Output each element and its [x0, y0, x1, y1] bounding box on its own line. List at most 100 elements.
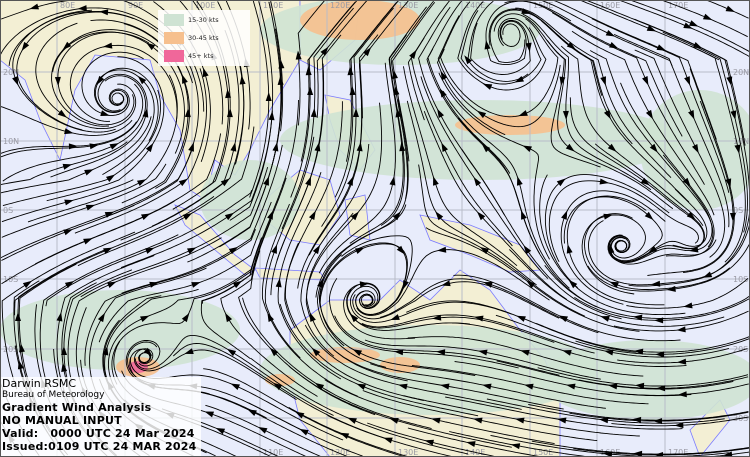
streamline-arrowhead [656, 385, 666, 392]
streamline-arrowhead [62, 163, 73, 170]
streamline-arrowhead [96, 75, 105, 85]
streamline-arrowhead [516, 176, 523, 186]
streamline-arrowhead [640, 177, 650, 186]
streamline-arrowhead [566, 383, 576, 390]
streamline-arrowhead [476, 211, 486, 221]
streamline-arrowhead [702, 271, 713, 278]
streamline-arrowhead [647, 245, 658, 254]
streamline-arrowhead [644, 211, 654, 221]
streamline-arrowhead [734, 144, 741, 154]
streamline-arrowhead [54, 76, 61, 86]
streamline-arrowhead [522, 145, 532, 152]
streamline-arrowhead [645, 109, 653, 120]
streamline-arrowhead [689, 246, 699, 253]
latitude-label: 0S [733, 206, 743, 215]
streamline-arrowhead [225, 312, 233, 323]
streamline-arrowhead [226, 108, 233, 118]
latitude-label: 20N [733, 68, 749, 77]
streamline-arrowhead [558, 315, 568, 322]
streamline-arrowhead [514, 76, 524, 83]
streamline-arrowhead [191, 282, 201, 288]
streamline-arrowhead [383, 437, 393, 444]
streamline-arrowhead [436, 349, 446, 356]
streamline-arrowhead [356, 383, 366, 390]
streamline-arrowhead [265, 91, 272, 101]
streamline-arrowhead [18, 343, 25, 353]
streamline-arrowhead [676, 326, 686, 333]
streamline-arrowhead [85, 204, 96, 211]
streamline-arrowhead [682, 177, 691, 187]
latitude-label: 20S [3, 345, 18, 354]
streamline-arrowhead [390, 314, 400, 320]
streamline-arrowhead [61, 362, 68, 372]
streamline-arrowhead [726, 76, 733, 86]
streamline-arrowhead [632, 416, 642, 423]
streamline [566, 195, 665, 306]
info-box: Darwin RSMC Bureau of Meteorology Gradie… [0, 377, 201, 457]
legend-item-30-45: 30-45 kts [164, 31, 219, 44]
streamline-arrowhead [145, 247, 155, 254]
streamline-arrowhead [398, 383, 408, 390]
streamline-arrowhead [432, 314, 442, 321]
issued-time: Issued:0109 UTC 24 MAR 2024 [2, 440, 197, 453]
streamline-arrowhead [565, 143, 575, 152]
streamline-arrowhead [295, 50, 302, 60]
streamline-arrowhead [484, 40, 491, 50]
longitude-label: 110E [263, 1, 283, 10]
streamline-arrowhead [649, 143, 658, 153]
streamline-arrowhead [202, 67, 209, 78]
streamline-arrowhead [204, 411, 215, 418]
streamline-arrowhead [396, 245, 406, 255]
streamline-arrowhead [646, 25, 657, 32]
streamline-arrowhead [600, 76, 606, 86]
streamline-arrowhead [656, 44, 667, 51]
streamline-arrowhead [188, 142, 194, 152]
streamline-arrowhead [187, 247, 197, 254]
streamline-arrowhead [654, 451, 664, 457]
wind-speed-area [0, 290, 240, 370]
streamline-arrowhead [441, 142, 449, 153]
legend-swatch [164, 13, 184, 26]
latitude-label: 10N [3, 137, 19, 146]
streamline-arrowhead [523, 245, 532, 255]
streamline-arrowhead [267, 210, 274, 220]
streamline-arrowhead [437, 108, 445, 119]
streamline-arrowhead [510, 443, 521, 450]
streamline-arrowhead [562, 110, 569, 120]
streamline-arrowhead [482, 383, 492, 390]
wind-speed-area [640, 90, 750, 210]
longitude-label: 100E [195, 1, 215, 10]
streamline-arrowhead [607, 143, 617, 152]
legend-label: 15-30 kts [188, 15, 219, 24]
streamline-arrowhead [518, 110, 528, 117]
streamline-arrowhead [263, 176, 269, 186]
streamline-arrowhead [557, 417, 567, 424]
streamline-arrowhead [525, 42, 532, 52]
streamline-arrowhead [137, 75, 147, 85]
streamline-arrowhead [677, 358, 687, 365]
streamline-arrowhead [464, 55, 473, 65]
streamline-arrowhead [473, 177, 482, 187]
streamline-arrowhead [409, 49, 417, 59]
streamline-arrowhead [182, 213, 193, 221]
streamline-arrowhead [604, 349, 614, 356]
streamline-arrowhead [141, 213, 151, 220]
streamline-arrowhead [56, 312, 63, 322]
streamline-arrowhead [312, 244, 321, 255]
streamline-arrowhead [562, 349, 572, 356]
streamline-arrowhead [424, 439, 435, 446]
streamline-arrowhead [633, 450, 643, 457]
valid-time: Valid: 0000 UTC 24 Mar 2024 [2, 427, 195, 440]
longitude-label: 130E [398, 1, 418, 10]
streamline-arrowhead [363, 47, 372, 57]
streamline-arrowhead [683, 22, 693, 29]
streamline-arrowhead [299, 428, 309, 436]
streamline-arrowhead [431, 417, 441, 424]
streamline-arrowhead [109, 143, 119, 150]
streamline-arrowhead [478, 349, 488, 356]
streamline-arrowhead [437, 246, 447, 253]
latitude-label: 10N [733, 137, 749, 146]
